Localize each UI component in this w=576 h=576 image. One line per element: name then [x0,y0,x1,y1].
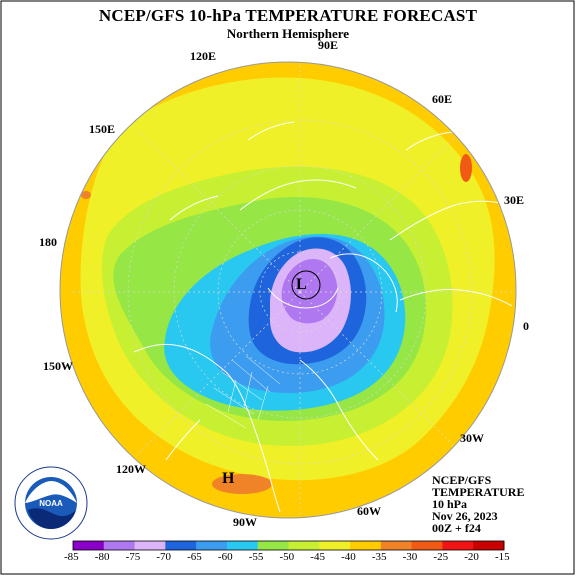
chart-subtitle: Northern Hemisphere [226,26,350,41]
colorbar-tick-label: -75 [125,551,141,563]
colorbar-swatch [473,541,505,550]
lon-label-60w: 60W [357,504,381,518]
chart-title: NCEP/GFS 10-hPa TEMPERATURE FORECAST [98,6,478,25]
info-field: TEMPERATURE [432,485,525,499]
colorbar-tick-label: -60 [217,551,233,563]
colorbar-tick-label: -65 [187,551,202,563]
lon-label-60e: 60E [432,92,453,106]
colorbar-swatch [196,541,228,550]
colorbar-tick-label: -85 [64,551,79,563]
info-model: NCEP/GFS [432,473,492,487]
colorbar-swatch [319,541,351,550]
colorbar-swatch [134,541,166,550]
lon-label-90e: 90E [318,38,339,52]
colorbar-border [72,540,505,551]
noaa-logo-text: NOAA [39,499,63,508]
lon-label-150w: 150W [43,359,73,373]
lon-label-90w: 90W [233,515,257,529]
coastlines [133,121,513,513]
lon-label-30w: 30W [460,431,484,445]
colorbar-swatch [380,541,413,550]
colorbar-swatch [442,541,474,550]
low-marker: L [296,276,307,293]
meridians [70,62,516,518]
low-contour [291,270,321,300]
info-level: 10 hPa [432,497,468,511]
lon-label-30e: 30E [504,193,525,207]
warm-spot-pacific [81,191,91,199]
colorbar-tick-label: -35 [371,551,387,563]
colorbar-tick-label: -15 [495,551,510,563]
colorbar-tick-label: -20 [464,551,479,563]
colorbar-tick-label: -25 [433,551,449,563]
lon-label-150e: 150E [89,122,116,136]
info-box: NCEP/GFS TEMPERATURE 10 hPa Nov 26, 2023… [432,474,524,534]
colorbar-swatch [226,541,259,550]
hemisphere-outline [59,61,517,519]
info-run: 00Z + f24 [432,521,481,535]
colorbar-tick-label: -45 [310,551,325,563]
lon-label-120w: 120W [116,462,146,476]
colorbar-tick-label: -70 [156,551,172,563]
high-marker: H [222,470,235,487]
colorbar-tick-label: -30 [402,551,418,563]
colorbar-swatch [350,541,382,550]
info-date: Nov 26, 2023 [432,509,498,523]
lon-label-0: 0 [523,319,529,333]
warm-spot-aleutian [212,474,272,494]
colorbar-tick-label: -50 [279,551,295,563]
colorbar-swatch [257,541,289,550]
colorbar-swatch [165,541,197,550]
colorbar-tick-label: -80 [94,551,110,563]
colorbar-tick-label: -55 [248,551,264,563]
lon-label-120e: 120E [190,49,217,63]
lon-label-180: 180 [39,235,57,249]
colorbar-swatch [411,541,443,550]
warm-spot-eurasia [460,154,472,182]
colorbar-swatch [103,541,136,550]
colorbar-swatch [73,541,105,550]
colorbar-swatch [288,541,320,550]
colorbar-tick-label: -40 [341,551,356,563]
state-borders [205,355,281,429]
colorbar [72,540,505,551]
noaa-logo: NOAA [14,466,88,540]
